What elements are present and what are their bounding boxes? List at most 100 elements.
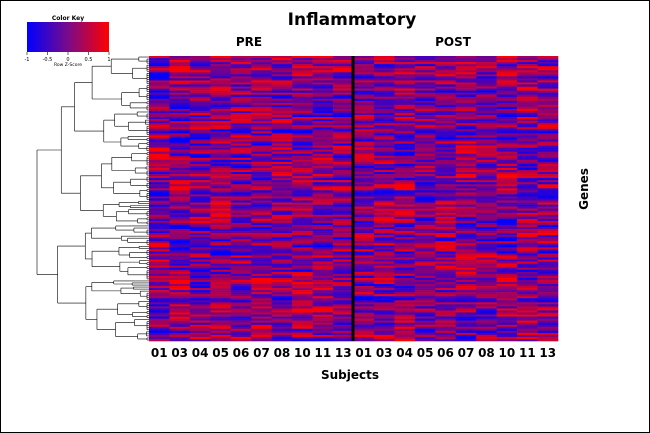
heatmap-cell (312, 117, 334, 120)
heatmap-cell (149, 108, 170, 112)
heatmap-cell (271, 129, 293, 132)
heatmap-cell (169, 84, 191, 87)
heatmap-cell (189, 102, 211, 106)
heatmap-cell (455, 210, 477, 214)
heatmap-cell (230, 316, 252, 319)
heatmap-cell (394, 88, 416, 91)
heatmap-cell (496, 192, 518, 195)
heatmap-cell (414, 94, 436, 98)
heatmap-cell (271, 62, 293, 65)
heatmap-cell (517, 198, 538, 201)
heatmap-cell (230, 320, 252, 323)
heatmap-cell (537, 157, 559, 161)
heatmap-cell (189, 334, 211, 338)
heatmap-cell (435, 135, 457, 138)
heatmap-cell (455, 198, 477, 201)
heatmap-cell (271, 94, 293, 98)
heatmap-cell (292, 133, 313, 136)
heatmap-cell (312, 159, 334, 163)
heatmap-cell (414, 72, 436, 75)
heatmap-cell (414, 218, 436, 222)
heatmap-cell (251, 336, 272, 340)
heatmap-cell (271, 127, 293, 130)
heatmap-cell (517, 247, 538, 250)
heatmap-cell (210, 328, 232, 332)
heatmap-cell (230, 165, 252, 169)
heatmap-cell (537, 328, 559, 332)
heatmap-cell (476, 239, 497, 242)
heatmap-cell (169, 259, 191, 262)
heatmap-cell (210, 170, 232, 173)
heatmap-cell (455, 84, 477, 87)
heatmap-cell (292, 176, 313, 179)
heatmap-cell (333, 257, 354, 260)
heatmap-cell (189, 178, 211, 181)
heatmap-cell (537, 110, 559, 114)
heatmap-cell (230, 190, 252, 193)
heatmap-cell (353, 322, 375, 326)
heatmap-cell (537, 72, 559, 75)
heatmap-cell (414, 267, 436, 271)
heatmap-cell (435, 326, 457, 330)
heatmap-cell (414, 245, 436, 248)
heatmap-cell (149, 90, 170, 93)
heatmap-cell (517, 237, 538, 240)
heatmap-cell (312, 271, 334, 275)
heatmap-cell (149, 208, 170, 212)
heatmap-cell (271, 119, 293, 122)
heatmap-cell (517, 212, 538, 216)
heatmap-cell (517, 137, 538, 140)
heatmap-cell (353, 314, 375, 317)
heatmap-cell (435, 133, 457, 136)
heatmap-cell (169, 153, 191, 157)
heatmap-cell (189, 271, 211, 275)
heatmap-cell (210, 100, 232, 104)
heatmap-cell (517, 172, 538, 175)
heatmap-cell (333, 161, 354, 165)
heatmap-cell (230, 170, 252, 173)
heatmap-cell (353, 332, 375, 336)
heatmap-cell (537, 304, 559, 307)
heatmap-cell (312, 257, 334, 260)
heatmap-cell (455, 243, 477, 246)
heatmap-cell (435, 86, 457, 89)
heatmap-cell (210, 56, 232, 59)
heatmap-cell (292, 286, 313, 289)
heatmap-cell (435, 76, 457, 79)
heatmap-cell (435, 96, 457, 100)
heatmap-cell (292, 145, 313, 148)
heatmap-cell (455, 149, 477, 152)
heatmap-cell (435, 306, 457, 309)
heatmap-cell (496, 196, 518, 199)
heatmap-cell (394, 172, 416, 175)
heatmap-cell (210, 336, 232, 340)
heatmap-cell (189, 216, 211, 220)
color-key-label: Row Z-Score (54, 62, 82, 68)
heatmap-cell (189, 290, 211, 293)
heatmap-cell (414, 167, 436, 171)
heatmap-cell (189, 251, 211, 254)
heatmap-cell (435, 159, 457, 163)
heatmap-cell (435, 196, 457, 199)
heatmap-cell (414, 143, 436, 146)
heatmap-cell (333, 306, 354, 309)
heatmap-cell (373, 206, 395, 209)
heatmap-cell (373, 149, 395, 152)
heatmap-cell (537, 249, 559, 252)
heatmap-cell (292, 328, 313, 332)
heatmap-cell (435, 322, 457, 326)
heatmap-cell (312, 60, 334, 63)
heatmap-cell (312, 290, 334, 293)
heatmap-cell (373, 214, 395, 218)
heatmap-cell (210, 316, 232, 319)
heatmap-cell (333, 271, 354, 275)
heatmap-cell (373, 324, 395, 328)
heatmap-cell (169, 80, 191, 83)
heatmap-cell (517, 129, 538, 132)
heatmap-cell (496, 265, 518, 269)
heatmap-cell (292, 306, 313, 309)
heatmap-cell (373, 292, 395, 295)
heatmap-cell (353, 255, 375, 258)
heatmap-cell (496, 133, 518, 136)
heatmap-cell (230, 328, 252, 332)
